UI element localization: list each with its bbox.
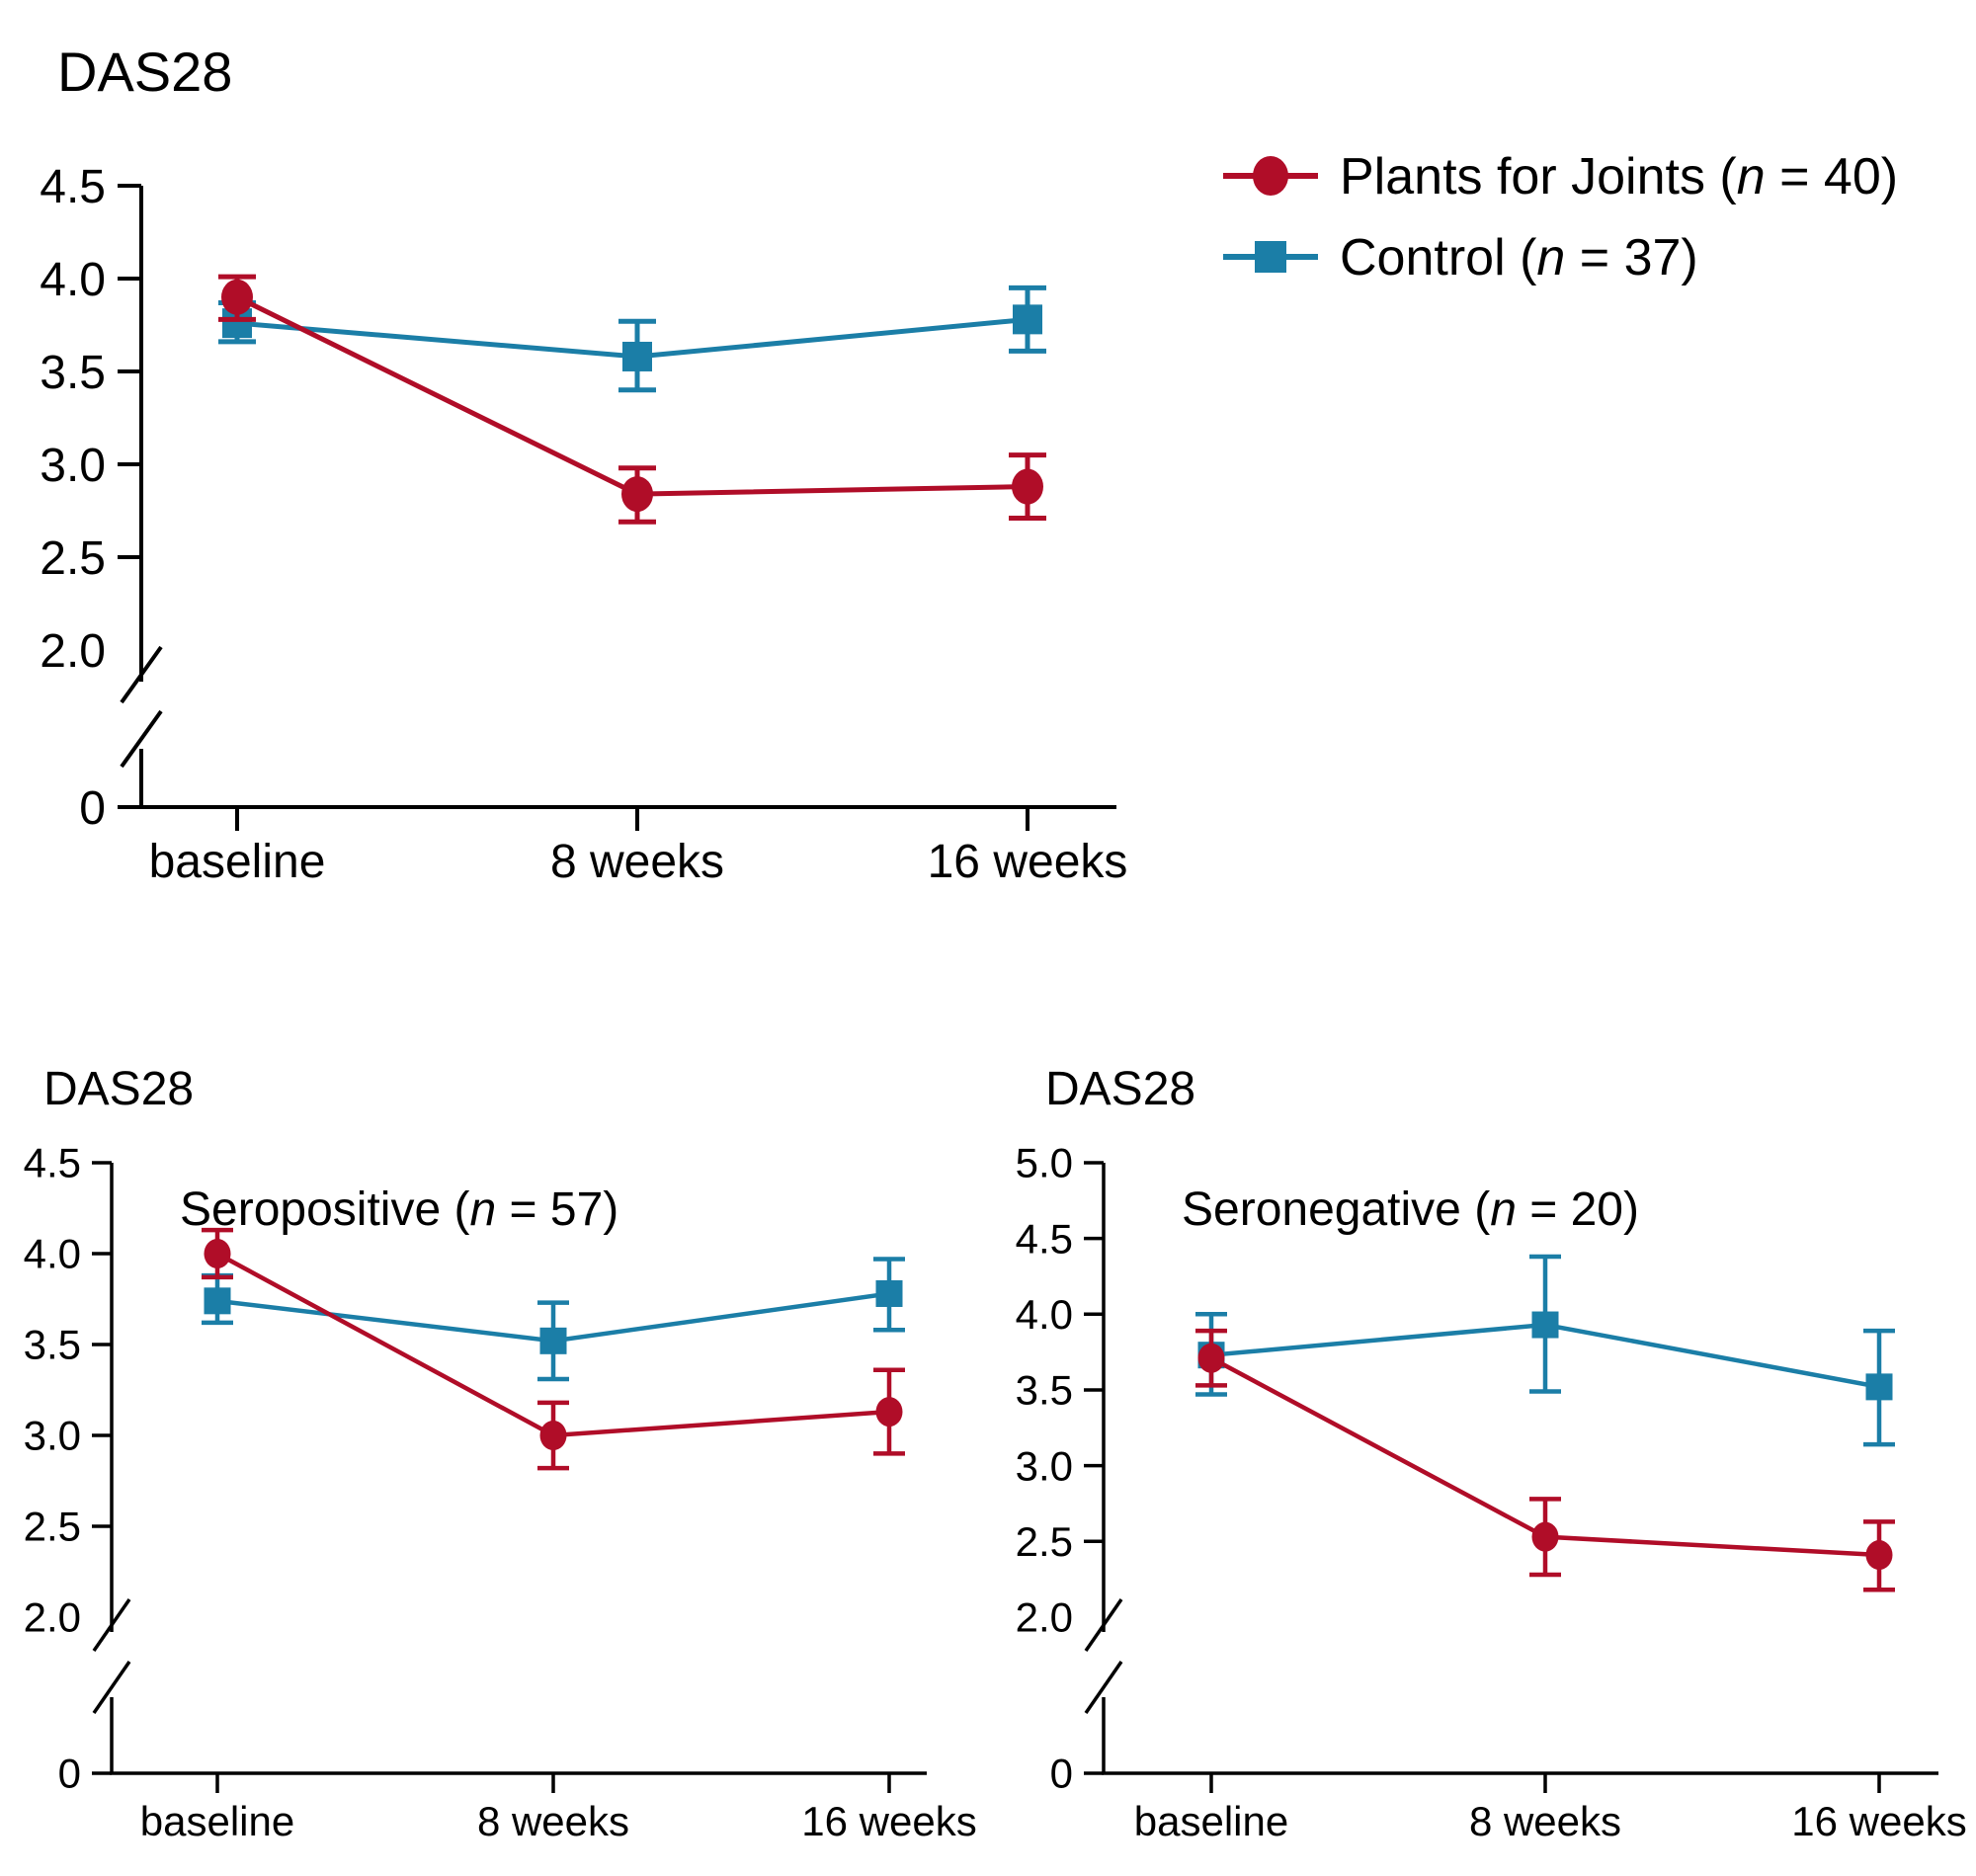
subtitle-n-italic: n (1490, 1183, 1517, 1236)
axis-break-slash-2 (120, 709, 163, 769)
data-point-circle (221, 279, 253, 315)
y-tick-label: 3.0 (1016, 1442, 1073, 1489)
data-point-square (204, 1287, 231, 1315)
subtitle-text: = 20) (1517, 1183, 1639, 1236)
subtitle-text: = 57) (496, 1183, 618, 1236)
subtitle-text: Seropositive ( (180, 1183, 469, 1236)
legend-label: Plants for Joints (n = 40) (1340, 148, 1898, 205)
y-tick-label: 2.0 (1016, 1594, 1073, 1641)
x-category-label: 16 weeks (801, 1798, 976, 1844)
y-tick-label: 4.5 (40, 161, 106, 213)
chart-das28-seropositive: 4.5 4.0 3.5 3.0 2.5 2.0 0 baseline 8 weeks 16 wee… (24, 1063, 977, 1844)
y-tick-label: 3.5 (40, 347, 106, 399)
axis-break-slash-2 (92, 1661, 131, 1714)
legend-circle-marker-icon (1253, 156, 1288, 196)
x-category-label: baseline (140, 1798, 294, 1844)
legend-label-n-italic: n (1536, 229, 1565, 286)
x-category-label: baseline (149, 836, 326, 888)
chart-das28-overall: 4.5 4.0 3.5 3.0 2.5 2.0 0 baseline 8 weeks 16 wee… (40, 41, 1127, 888)
data-point-circle (875, 1397, 903, 1427)
y-tick-label: 2.0 (24, 1594, 81, 1641)
legend-item-pfj: Plants for Joints (n = 40) (1223, 148, 1898, 205)
y-tick-label: 2.5 (24, 1504, 81, 1550)
chart-title: DAS28 (57, 41, 232, 103)
chart-subtitle: Seropositive (n = 57) (180, 1183, 618, 1236)
data-point-circle (1012, 468, 1043, 505)
y-tick-label: 2.0 (40, 625, 106, 678)
x-category-label: 8 weeks (550, 836, 724, 888)
series-control (1195, 1254, 1895, 1447)
x-category-label: baseline (1134, 1798, 1288, 1844)
legend-label-n-italic: n (1737, 148, 1766, 205)
chart-subtitle: Seronegative (n = 20) (1182, 1183, 1639, 1236)
chart-das28-seronegative: 5.0 4.5 4.0 3.5 3.0 2.5 2.0 0 baseline 8 weeks 16 … (1016, 1063, 1967, 1844)
x-category-label: 8 weeks (477, 1798, 629, 1844)
series-line (235, 294, 1029, 497)
legend-label-text: Plants for Joints ( (1340, 148, 1737, 205)
subtitle-n-italic: n (469, 1183, 496, 1236)
chart-legend: Plants for Joints (n = 40)Control (n = 3… (1223, 148, 1898, 286)
data-point-square (875, 1279, 903, 1307)
y-zero-label: 0 (1050, 1751, 1073, 1797)
y-tick-label: 4.0 (1016, 1291, 1073, 1338)
chart-title: DAS28 (1045, 1063, 1195, 1115)
y-zero-label: 0 (79, 782, 106, 835)
y-tick-label: 4.5 (1016, 1215, 1073, 1262)
axis-break-slash-1 (120, 645, 163, 704)
data-point-square (622, 341, 652, 371)
series-plants-for-joints (202, 1227, 905, 1471)
data-point-circle (1197, 1343, 1225, 1373)
y-tick-label: 3.5 (1016, 1367, 1073, 1414)
data-point-circle (1531, 1521, 1559, 1552)
legend-label: Control (n = 37) (1340, 229, 1698, 286)
y-tick-label: 3.0 (24, 1413, 81, 1459)
legend-label-text: = 37) (1565, 229, 1697, 286)
legend-label-text: = 40) (1766, 148, 1898, 205)
y-tick-label: 5.0 (1016, 1140, 1073, 1186)
x-category-label: 16 weeks (928, 836, 1128, 888)
subtitle-text: Seronegative ( (1182, 1183, 1490, 1236)
series-control (218, 285, 1046, 393)
legend-square-marker-icon (1255, 241, 1286, 273)
data-point-circle (204, 1239, 231, 1268)
legend-label-text: Control ( (1340, 229, 1537, 286)
y-tick-label: 3.5 (24, 1322, 81, 1368)
data-point-square (1013, 304, 1042, 335)
legend-item-control: Control (n = 37) (1223, 229, 1698, 286)
data-point-circle (1865, 1540, 1893, 1571)
data-point-square (1865, 1373, 1893, 1401)
y-zero-label: 0 (58, 1751, 81, 1797)
series-control (202, 1257, 905, 1382)
data-point-circle (621, 476, 653, 513)
axis-break-slash-2 (1084, 1661, 1123, 1714)
data-point-circle (539, 1421, 567, 1450)
series-plants-for-joints (218, 274, 1046, 525)
data-point-square (539, 1327, 567, 1354)
x-category-label: 16 weeks (1791, 1798, 1966, 1844)
y-tick-label: 2.5 (40, 532, 106, 585)
y-tick-label: 3.0 (40, 440, 106, 492)
axis-break-slash-1 (92, 1598, 131, 1652)
series-plants-for-joints (1195, 1328, 1895, 1592)
y-tick-label: 4.0 (40, 254, 106, 306)
axis-break-slash-1 (1084, 1598, 1123, 1652)
x-category-label: 8 weeks (1469, 1798, 1621, 1844)
chart-title: DAS28 (43, 1063, 194, 1115)
data-point-square (1531, 1311, 1559, 1339)
y-tick-label: 4.0 (24, 1231, 81, 1277)
y-tick-label: 4.5 (24, 1140, 81, 1186)
y-tick-label: 2.5 (1016, 1518, 1073, 1565)
